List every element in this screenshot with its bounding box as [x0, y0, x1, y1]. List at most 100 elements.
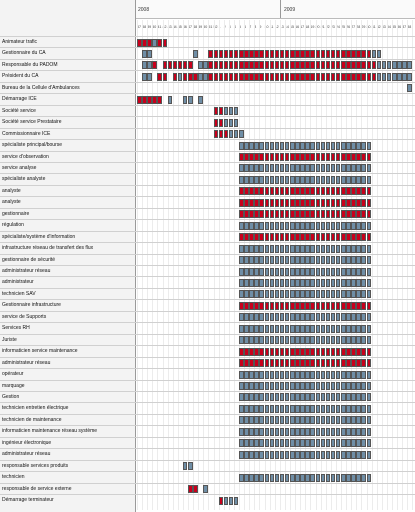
allocation-cell-planned[interactable] [310, 416, 315, 425]
allocation-cell-confirmed[interactable] [254, 72, 259, 81]
allocation-cell-confirmed[interactable] [310, 233, 315, 242]
allocation-cell-planned[interactable] [264, 416, 270, 425]
allocation-cell-confirmed[interactable] [249, 49, 254, 58]
allocation-cell-confirmed[interactable] [330, 347, 336, 356]
allocation-cell-planned[interactable] [300, 267, 305, 276]
allocation-cell-confirmed[interactable] [269, 72, 275, 81]
allocation-cell-planned[interactable] [305, 175, 310, 184]
allocation-cell-confirmed[interactable] [320, 187, 326, 196]
allocation-cell-confirmed[interactable] [290, 61, 295, 70]
allocation-cell-planned[interactable] [351, 404, 356, 413]
allocation-cell-confirmed[interactable] [264, 198, 270, 207]
allocation-cell-planned[interactable] [310, 221, 315, 230]
allocation-cell-confirmed[interactable] [351, 198, 356, 207]
allocation-cell-planned[interactable] [300, 393, 305, 402]
allocation-cell-planned[interactable] [351, 336, 356, 345]
allocation-cell-planned[interactable] [361, 439, 366, 448]
resource-row-label[interactable]: Société service Prestataire [2, 119, 62, 126]
allocation-cell-confirmed[interactable] [218, 61, 224, 70]
allocation-cell-confirmed[interactable] [269, 49, 275, 58]
allocation-cell-planned[interactable] [295, 256, 300, 265]
allocation-cell-planned[interactable] [341, 393, 346, 402]
allocation-cell-confirmed[interactable] [320, 153, 326, 161]
allocation-cell-planned[interactable] [320, 256, 326, 265]
allocation-cell-confirmed[interactable] [233, 49, 239, 58]
allocation-cell-confirmed[interactable] [264, 210, 270, 219]
allocation-cell-planned[interactable] [325, 313, 331, 322]
allocation-cell-planned[interactable] [269, 313, 275, 322]
allocation-cell-confirmed[interactable] [356, 198, 361, 207]
allocation-cell-confirmed[interactable] [310, 72, 315, 81]
allocation-cell-planned[interactable] [269, 427, 275, 436]
allocation-cell-confirmed[interactable] [279, 187, 285, 196]
allocation-cell-planned[interactable] [264, 336, 270, 345]
allocation-cell-confirmed[interactable] [371, 61, 377, 70]
allocation-cell-planned[interactable] [386, 72, 392, 81]
allocation-cell-confirmed[interactable] [284, 49, 290, 58]
allocation-cell-planned[interactable] [330, 313, 336, 322]
allocation-cell-confirmed[interactable] [244, 72, 249, 81]
allocation-cell-planned[interactable] [310, 244, 315, 253]
allocation-cell-confirmed[interactable] [305, 198, 310, 207]
allocation-cell-planned[interactable] [295, 278, 300, 287]
allocation-cell-planned[interactable] [320, 416, 326, 425]
allocation-cell-confirmed[interactable] [244, 61, 249, 70]
allocation-cell-planned[interactable] [320, 313, 326, 322]
allocation-cell-planned[interactable] [239, 439, 244, 448]
allocation-cell-planned[interactable] [244, 324, 249, 333]
allocation-cell-confirmed[interactable] [300, 72, 305, 81]
allocation-cell-planned[interactable] [254, 175, 259, 184]
allocation-cell-planned[interactable] [320, 450, 326, 459]
allocation-cell-planned[interactable] [366, 290, 372, 299]
allocation-cell-planned[interactable] [279, 382, 285, 390]
allocation-cell-planned[interactable] [264, 267, 270, 276]
allocation-cell-planned[interactable] [259, 450, 264, 459]
allocation-cell-planned[interactable] [254, 382, 259, 390]
allocation-cell-planned[interactable] [279, 370, 285, 379]
allocation-cell-planned[interactable] [147, 49, 152, 58]
allocation-cell-planned[interactable] [305, 393, 310, 402]
allocation-cell-confirmed[interactable] [361, 301, 366, 310]
allocation-cell-planned[interactable] [305, 267, 310, 276]
allocation-cell-confirmed[interactable] [366, 153, 372, 161]
allocation-cell-confirmed[interactable] [239, 198, 244, 207]
allocation-cell-confirmed[interactable] [310, 359, 315, 368]
allocation-cell-planned[interactable] [335, 313, 341, 322]
resource-row-label[interactable]: spécialiste analyste [2, 176, 46, 183]
allocation-cell-confirmed[interactable] [325, 198, 331, 207]
allocation-cell-confirmed[interactable] [244, 153, 249, 161]
allocation-cell-planned[interactable] [315, 382, 321, 390]
allocation-cell-confirmed[interactable] [341, 359, 346, 368]
allocation-cell-confirmed[interactable] [172, 61, 178, 70]
allocation-cell-planned[interactable] [366, 427, 372, 436]
allocation-cell-planned[interactable] [239, 324, 244, 333]
allocation-cell-planned[interactable] [203, 61, 208, 70]
allocation-cell-planned[interactable] [239, 244, 244, 253]
allocation-cell-planned[interactable] [269, 370, 275, 379]
allocation-cell-planned[interactable] [274, 175, 280, 184]
allocation-cell-confirmed[interactable] [305, 347, 310, 356]
allocation-cell-planned[interactable] [361, 382, 366, 390]
allocation-cell-planned[interactable] [142, 61, 147, 70]
allocation-cell-planned[interactable] [269, 324, 275, 333]
allocation-cell-confirmed[interactable] [335, 72, 341, 81]
allocation-cell-confirmed[interactable] [356, 233, 361, 242]
allocation-cell-confirmed[interactable] [284, 359, 290, 368]
allocation-cell-planned[interactable] [366, 164, 372, 173]
allocation-cell-planned[interactable] [320, 404, 326, 413]
allocation-cell-planned[interactable] [295, 393, 300, 402]
allocation-cell-planned[interactable] [305, 290, 310, 299]
allocation-cell-planned[interactable] [330, 290, 336, 299]
allocation-cell-planned[interactable] [315, 141, 321, 150]
allocation-cell-planned[interactable] [361, 290, 366, 299]
allocation-cell-planned[interactable] [346, 313, 351, 322]
allocation-cell-planned[interactable] [361, 267, 366, 276]
allocation-cell-confirmed[interactable] [249, 61, 254, 70]
allocation-cell-confirmed[interactable] [249, 210, 254, 219]
allocation-cell-planned[interactable] [356, 290, 361, 299]
allocation-cell-confirmed[interactable] [239, 301, 244, 310]
allocation-cell-confirmed[interactable] [361, 210, 366, 219]
allocation-cell-confirmed[interactable] [213, 61, 219, 70]
allocation-cell-planned[interactable] [305, 370, 310, 379]
allocation-cell-planned[interactable] [295, 141, 300, 150]
